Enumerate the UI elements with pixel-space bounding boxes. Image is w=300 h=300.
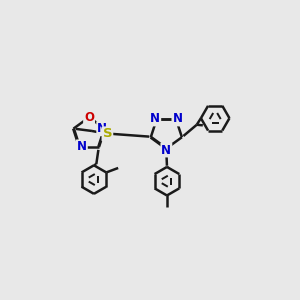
Text: N: N xyxy=(172,112,182,125)
Text: N: N xyxy=(161,143,171,157)
Text: O: O xyxy=(84,111,94,124)
Text: N: N xyxy=(77,140,87,153)
Text: N: N xyxy=(97,122,107,135)
Text: N: N xyxy=(150,112,160,125)
Text: S: S xyxy=(103,128,112,140)
